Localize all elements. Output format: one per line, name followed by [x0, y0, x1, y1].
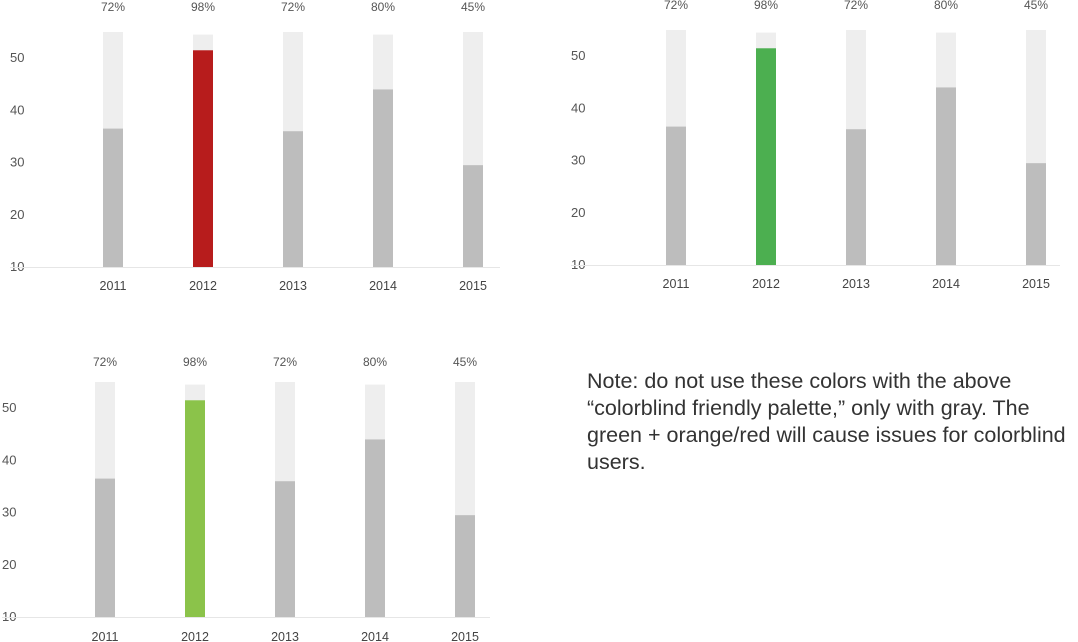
y-tick-label: 10: [10, 259, 24, 274]
y-tick-label: 10: [571, 257, 585, 272]
x-category-label: 2013: [271, 630, 299, 642]
bar: [455, 515, 475, 617]
x-category-label: 2012: [189, 279, 217, 293]
bar: [283, 131, 303, 267]
y-tick-label: 30: [10, 155, 24, 170]
bar: [846, 129, 866, 265]
bar: [95, 478, 115, 617]
percent-label: 72%: [281, 0, 305, 14]
x-category-label: 2011: [92, 630, 119, 642]
colorblind-note: Note: do not use these colors with the a…: [587, 369, 1066, 474]
percent-label: 45%: [461, 0, 485, 14]
x-category-label: 2013: [842, 277, 870, 291]
y-tick-label: 40: [571, 100, 585, 115]
bar: [275, 481, 295, 617]
bar: [666, 126, 686, 265]
y-tick-label: 20: [2, 557, 16, 572]
x-category-label: 2012: [752, 277, 780, 291]
percent-label: 45%: [453, 355, 477, 369]
bar: [463, 165, 483, 267]
percent-label: 72%: [273, 355, 297, 369]
bar-highlight: [756, 48, 776, 266]
chart-light-green-highlight: 10 20 30 40 50 72% 2011 98% 2012 72% 2013 80% 2014 45…: [2, 355, 490, 642]
bar-highlight: [185, 400, 205, 617]
x-category-label: 2011: [100, 279, 127, 293]
percent-label: 80%: [371, 0, 395, 14]
bar: [373, 89, 393, 267]
y-tick-label: 50: [10, 50, 24, 65]
y-tick-label: 50: [571, 48, 585, 63]
y-tick-label: 20: [571, 205, 585, 220]
bar: [365, 439, 385, 617]
chart-red-highlight: 10 20 30 40 50 72% 2011 98% 2012 72% 2013 80% 2014 45…: [10, 0, 500, 293]
y-tick-label: 30: [2, 505, 16, 520]
x-category-label: 2014: [369, 279, 397, 293]
percent-label: 80%: [934, 0, 958, 12]
percent-label: 45%: [1024, 0, 1048, 12]
percent-label: 72%: [101, 0, 125, 14]
percent-label: 80%: [363, 355, 387, 369]
x-category-label: 2015: [459, 279, 487, 293]
y-tick-label: 10: [2, 609, 16, 624]
y-tick-label: 50: [2, 400, 16, 415]
percent-label: 72%: [93, 355, 117, 369]
x-category-label: 2014: [932, 277, 960, 291]
bar-highlight: [193, 50, 213, 268]
x-category-label: 2011: [663, 277, 690, 291]
x-category-label: 2015: [1022, 277, 1050, 291]
x-category-label: 2012: [181, 630, 209, 642]
chart-green-highlight: 10 20 30 40 50 72% 2011 98% 2012 72% 2013 80% 2014 45…: [571, 0, 1060, 291]
percent-label: 72%: [844, 0, 868, 12]
x-category-label: 2015: [451, 630, 479, 642]
y-tick-label: 40: [10, 102, 24, 117]
bar: [1026, 163, 1046, 265]
y-tick-label: 20: [10, 207, 24, 222]
bar: [936, 87, 956, 265]
x-category-label: 2013: [279, 279, 307, 293]
y-tick-label: 30: [571, 153, 585, 168]
percent-label: 72%: [664, 0, 688, 12]
bar: [103, 128, 123, 267]
percent-label: 98%: [191, 0, 215, 14]
percent-label: 98%: [183, 355, 207, 369]
percent-label: 98%: [754, 0, 778, 12]
x-category-label: 2014: [361, 630, 389, 642]
y-tick-label: 40: [2, 452, 16, 467]
